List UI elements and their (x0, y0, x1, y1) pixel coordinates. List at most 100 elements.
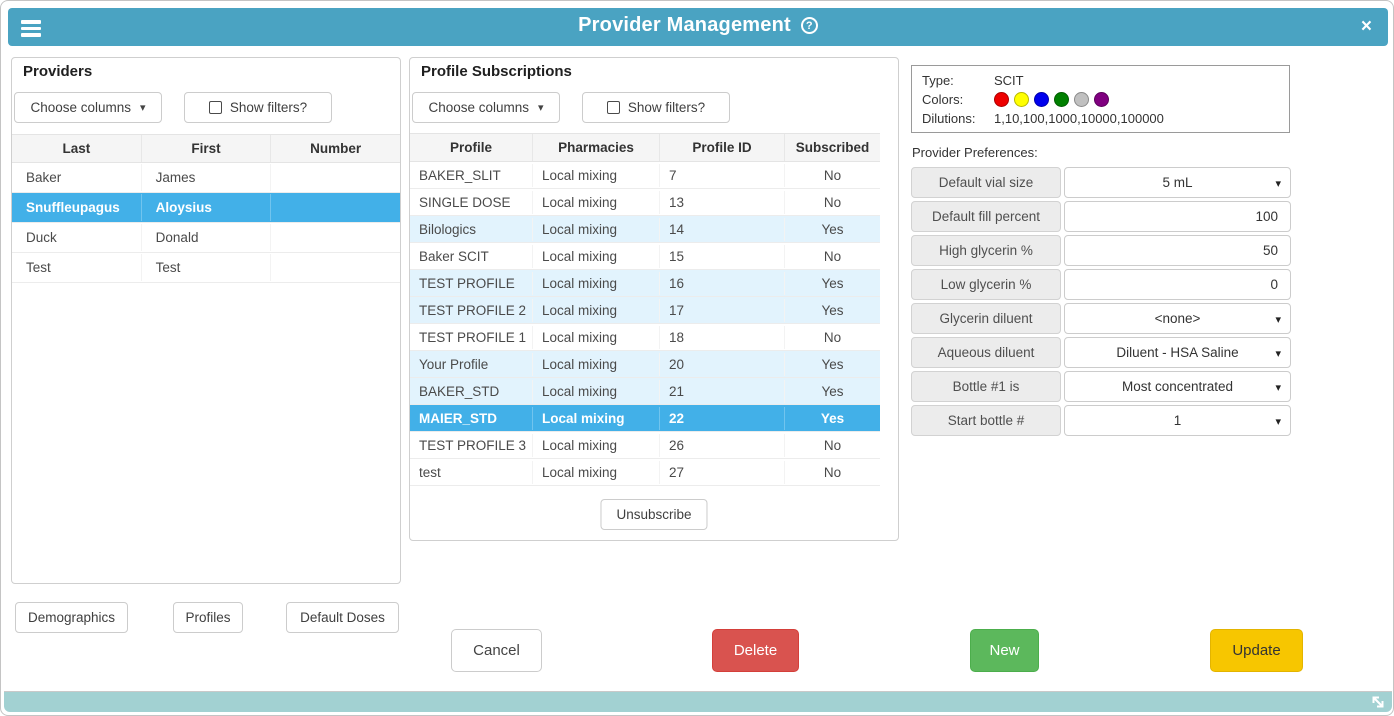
delete-button[interactable]: Delete (712, 629, 799, 672)
subscription-cell-pharmacies: Local mixing (533, 406, 660, 430)
subscription-row[interactable]: TEST PROFILE Local mixing 16 Yes (410, 270, 880, 297)
show-filters-label: Show filters? (627, 100, 706, 115)
preference-input[interactable]: 100 (1064, 201, 1291, 232)
provider-cell-number (271, 232, 400, 244)
preference-input[interactable]: 50 (1064, 235, 1291, 266)
subscription-cell-subscribed: No (823, 248, 842, 264)
show-filters-checkbox[interactable] (606, 101, 620, 114)
provider-cell-last: Duck (12, 224, 142, 251)
chevron-down-icon: ▾ (538, 102, 544, 114)
subscription-row[interactable]: Your Profile Local mixing 20 Yes (410, 351, 880, 378)
dilutions-value: 1,10,100,1000,10000,100000 (994, 111, 1164, 126)
subscription-row[interactable]: Bilologics Local mixing 14 Yes (410, 216, 880, 243)
subscription-cell-pharmacies: Local mixing (533, 352, 660, 376)
preference-dropdown[interactable]: 5 mL ▾ (1064, 167, 1291, 198)
column-header-profile[interactable]: Profile (410, 134, 533, 161)
column-header-subscribed[interactable]: Subscribed (795, 140, 870, 155)
preference-input[interactable]: 0 (1064, 269, 1291, 300)
column-header-number[interactable]: Number (310, 141, 362, 156)
preference-value: 100 (1255, 209, 1278, 224)
preference-row: Default vial size 5 mL ▾ (911, 167, 1291, 198)
subscription-cell-profile_id: 18 (660, 325, 785, 349)
chevron-down-icon: ▾ (1275, 416, 1281, 428)
title-bar: Provider Management? × (8, 8, 1388, 46)
preference-dropdown[interactable]: 1 ▾ (1064, 405, 1291, 436)
subscriptions-choose-columns-button[interactable]: Choose columns ▾ (412, 92, 560, 123)
provider-row[interactable]: Baker James (12, 163, 400, 193)
subscription-cell-profile_id: 27 (660, 460, 785, 484)
subscription-cell-pharmacies: Local mixing (533, 244, 660, 268)
subscription-row[interactable]: TEST PROFILE 1 Local mixing 18 No (410, 324, 880, 351)
subscription-cell-profile_id: 20 (660, 352, 785, 376)
providers-choose-columns-button[interactable]: Choose columns ▾ (14, 92, 162, 123)
preference-label: Glycerin diluent (911, 303, 1061, 334)
preference-dropdown[interactable]: Most concentrated ▾ (1064, 371, 1291, 402)
subscription-cell-profile: TEST PROFILE (410, 271, 533, 295)
type-value: SCIT (994, 73, 1024, 88)
subscription-cell-pharmacies: Local mixing (533, 271, 660, 295)
provider-cell-number (271, 172, 400, 184)
subscription-row[interactable]: SINGLE DOSE Local mixing 13 No (410, 189, 880, 216)
column-header-profile-id[interactable]: Profile ID (660, 134, 785, 161)
colors-label: Colors: (922, 92, 964, 107)
demographics-button[interactable]: Demographics (15, 602, 128, 633)
subscription-row[interactable]: MAIER_STD Local mixing 22 Yes (410, 405, 880, 432)
providers-show-filters-button[interactable]: Show filters? (184, 92, 332, 123)
help-icon[interactable]: ? (800, 17, 818, 34)
subscription-cell-subscribed: Yes (821, 275, 844, 291)
color-dot (1074, 92, 1089, 107)
subscription-cell-pharmacies: Local mixing (533, 217, 660, 241)
provider-row[interactable]: Test Test (12, 253, 400, 283)
preference-label: Bottle #1 is (911, 371, 1061, 402)
provider-cell-number (271, 202, 400, 214)
preference-label: Start bottle # (911, 405, 1061, 436)
resize-handle-icon[interactable] (1371, 695, 1385, 714)
subscription-row[interactable]: BAKER_SLIT Local mixing 7 No (410, 162, 880, 189)
color-dots (994, 92, 1109, 107)
subscription-cell-subscribed: Yes (821, 356, 844, 372)
provider-row[interactable]: Duck Donald (12, 223, 400, 253)
unsubscribe-button[interactable]: Unsubscribe (600, 499, 708, 530)
provider-row[interactable]: Snuffleupagus Aloysius (12, 193, 400, 223)
subscription-cell-profile_id: 15 (660, 244, 785, 268)
show-filters-checkbox[interactable] (208, 101, 222, 114)
subscription-row[interactable]: Baker SCIT Local mixing 15 No (410, 243, 880, 270)
default-doses-button[interactable]: Default Doses (286, 602, 399, 633)
subscription-row[interactable]: TEST PROFILE 3 Local mixing 26 No (410, 432, 880, 459)
subscription-cell-subscribed: No (823, 329, 842, 345)
cancel-button[interactable]: Cancel (451, 629, 542, 672)
subscription-row[interactable]: TEST PROFILE 2 Local mixing 17 Yes (410, 297, 880, 324)
preference-value: 5 mL (1162, 175, 1193, 190)
subscriptions-show-filters-button[interactable]: Show filters? (582, 92, 730, 123)
subscriptions-table-body: BAKER_SLIT Local mixing 7 No SINGLE DOSE Loca… (410, 162, 880, 486)
subscription-cell-profile: Bilologics (410, 217, 533, 241)
column-header-first[interactable]: First (142, 135, 272, 162)
preference-dropdown[interactable]: Diluent - HSA Saline ▾ (1064, 337, 1291, 368)
subscription-cell-pharmacies: Local mixing (533, 460, 660, 484)
choose-columns-label: Choose columns (30, 100, 132, 115)
preference-label: Low glycerin % (911, 269, 1061, 300)
column-header-last[interactable]: Last (12, 135, 142, 162)
profiles-button[interactable]: Profiles (173, 602, 243, 633)
provider-cell-first: Test (142, 254, 272, 281)
close-icon[interactable]: × (1360, 16, 1372, 37)
preference-label: Default fill percent (911, 201, 1061, 232)
subscriptions-panel-title: Profile Subscriptions (421, 63, 572, 80)
chevron-down-icon: ▾ (1275, 382, 1281, 394)
subscriptions-table: Profile Pharmacies Profile ID Subscribed… (410, 133, 880, 486)
subscription-cell-profile: BAKER_STD (410, 379, 533, 403)
subscriptions-panel: Profile Subscriptions Choose columns ▾ S… (409, 57, 899, 541)
preference-label: Aqueous diluent (911, 337, 1061, 368)
column-header-pharmacies[interactable]: Pharmacies (533, 134, 660, 161)
subscription-cell-profile: SINGLE DOSE (410, 190, 533, 214)
preference-dropdown[interactable]: <none> ▾ (1064, 303, 1291, 334)
subscription-cell-subscribed: No (823, 437, 842, 453)
new-button[interactable]: New (970, 629, 1039, 672)
subscription-row[interactable]: test Local mixing 27 No (410, 459, 880, 486)
subscription-cell-subscribed: Yes (821, 302, 844, 318)
subscription-row[interactable]: BAKER_STD Local mixing 21 Yes (410, 378, 880, 405)
preference-value: Diluent - HSA Saline (1116, 345, 1239, 360)
profile-summary-box: Type: SCIT Colors: Dilutions: 1,10,100,1… (911, 65, 1290, 133)
update-button[interactable]: Update (1210, 629, 1303, 672)
menu-icon[interactable] (21, 17, 43, 37)
